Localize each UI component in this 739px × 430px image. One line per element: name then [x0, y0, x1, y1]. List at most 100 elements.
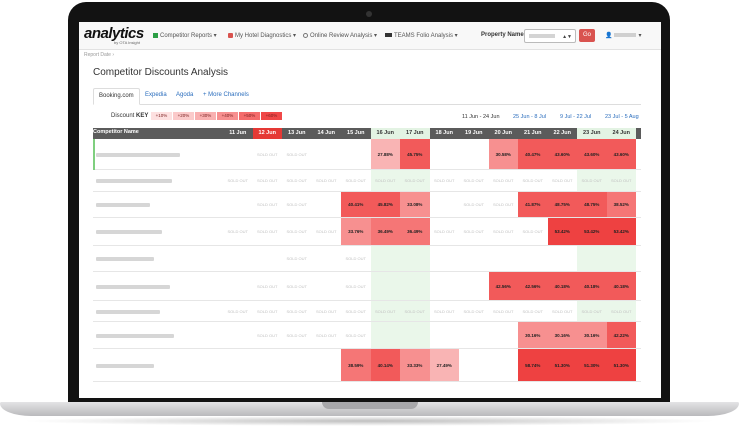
active-row-marker [93, 139, 95, 170]
heart-monitor-icon [228, 32, 233, 38]
competitor-name-blurred[interactable] [96, 363, 154, 368]
day-header: 22 Jun [547, 128, 577, 139]
breadcrumb[interactable]: Report Date › [84, 52, 115, 58]
camera-icon [366, 11, 372, 17]
date-range-3[interactable]: 9 Jul - 22 Jul [560, 114, 592, 120]
sold-out-cell: SOLD OUT [404, 308, 425, 314]
sold-out-cell: SOLD OUT [345, 283, 366, 289]
sold-out-cell: SOLD OUT [286, 283, 307, 289]
discount-cell: 30.58% [488, 139, 518, 169]
sold-out-cell: SOLD OUT [463, 308, 484, 314]
tab-agoda[interactable]: Agoda [176, 92, 194, 98]
competitor-name-blurred[interactable] [96, 179, 172, 183]
date-range-2[interactable]: 25 Jun - 8 Jul [513, 114, 547, 120]
sold-out-cell: SOLD OUT [611, 178, 632, 183]
discount-cell: 33.08% [400, 192, 430, 217]
discount-cell: 51.30% [547, 349, 577, 381]
day-header: 23 Jun [577, 128, 607, 139]
laptop-shadow [20, 416, 719, 426]
property-label: Property Name: [481, 32, 526, 38]
nav-label: My Hotel Diagnostics ▾ [235, 33, 297, 39]
day-header: 20 Jun [488, 128, 518, 139]
sold-out-cell: SOLD OUT [493, 202, 514, 207]
sold-out-cell: SOLD OUT [404, 178, 425, 183]
sold-out-cell: SOLD OUT [345, 308, 366, 314]
tab-more-channels[interactable]: + More Channels [203, 92, 249, 98]
sold-out-cell: SOLD OUT [581, 178, 602, 183]
app-logo[interactable]: analytics [84, 25, 144, 42]
row-divider [93, 245, 641, 246]
date-range-1[interactable]: 11 Jun - 24 Jun [462, 114, 500, 120]
user-name-blurred [614, 33, 637, 38]
discount-cell: 42.56% [518, 272, 548, 300]
row-divider [93, 169, 641, 170]
key-level-10: +10% [151, 112, 172, 120]
discount-cell: 30.16% [518, 322, 548, 348]
sold-out-cell: SOLD OUT [552, 308, 573, 314]
nav-my-hotel-diagnostics[interactable]: My Hotel Diagnostics ▾ [228, 32, 296, 39]
sold-out-cell: SOLD OUT [286, 151, 307, 157]
tab-booking[interactable]: Booking.com [93, 88, 140, 105]
row-divider [93, 300, 641, 301]
competitor-name-header: Competitor Name [93, 129, 139, 135]
sold-out-cell: SOLD OUT [522, 229, 543, 234]
sold-out-cell: SOLD OUT [611, 308, 632, 314]
discount-cell: 36.49% [370, 218, 400, 245]
sold-out-cell: SOLD OUT [493, 178, 514, 183]
sold-out-cell: SOLD OUT [493, 229, 514, 234]
day-header: 13 Jun [282, 128, 312, 139]
row-divider [93, 321, 641, 322]
user-menu[interactable]: 👤 ▾ [605, 32, 642, 39]
card-icon [385, 33, 392, 38]
sold-out-cell: SOLD OUT [257, 229, 278, 234]
sold-out-cell: SOLD OUT [375, 308, 396, 314]
competitor-name-blurred[interactable] [96, 203, 150, 207]
top-navbar: analytics by OTA Insight Competitor Repo… [79, 22, 661, 50]
discount-cell: 43.60% [606, 139, 636, 169]
property-value-blurred [529, 34, 555, 38]
weekend-column [400, 139, 430, 382]
sold-out-cell: SOLD OUT [286, 332, 307, 338]
key-level-50: +50% [239, 112, 260, 120]
date-range-4[interactable]: 23 Jul - 5 Aug [605, 114, 639, 120]
discount-cell: 53.42% [606, 218, 636, 245]
sold-out-cell: SOLD OUT [257, 178, 278, 183]
day-header: 12 Jun [252, 128, 282, 139]
day-header: 17 Jun [400, 128, 430, 139]
sold-out-cell: SOLD OUT [286, 256, 307, 261]
discount-cell: 27.88% [370, 139, 400, 169]
sold-out-cell: SOLD OUT [316, 229, 337, 234]
sold-out-cell: SOLD OUT [434, 229, 455, 234]
sold-out-cell: SOLD OUT [257, 151, 278, 157]
competitor-name-blurred[interactable] [96, 257, 154, 261]
sold-out-cell: SOLD OUT [581, 308, 602, 314]
discount-cell: 42.22% [606, 322, 636, 348]
nav-online-review-analysis[interactable]: Online Review Analysis ▾ [303, 32, 377, 39]
competitor-name-blurred[interactable] [96, 333, 174, 338]
discount-cell: 48.75% [577, 192, 607, 217]
key-level-60: +60% [261, 112, 282, 120]
nav-competitor-reports[interactable]: Competitor Reports ▾ [153, 32, 217, 39]
day-header: 19 Jun [459, 128, 489, 139]
sold-out-cell: SOLD OUT [552, 178, 573, 183]
go-button[interactable]: Go [579, 29, 595, 42]
sold-out-cell: SOLD OUT [227, 308, 248, 314]
day-header: 24 Jun [606, 128, 636, 139]
speech-bubble-icon [303, 32, 308, 38]
discount-cell: 43.60% [547, 139, 577, 169]
day-header: 14 Jun [311, 128, 341, 139]
competitor-name-blurred[interactable] [96, 309, 160, 314]
row-divider [93, 217, 641, 218]
screen: analytics by OTA Insight Competitor Repo… [79, 22, 661, 398]
sold-out-cell: SOLD OUT [286, 178, 307, 183]
chevron-down-icon: ▾ [638, 33, 642, 39]
tab-expedia[interactable]: Expedia [145, 92, 167, 98]
discount-key-bold: KEY [136, 113, 149, 119]
competitor-name-blurred[interactable] [96, 284, 170, 289]
competitor-name-blurred[interactable] [96, 152, 180, 157]
app-logo-subtitle: by OTA Insight [114, 40, 140, 45]
competitor-name-blurred[interactable] [96, 230, 162, 234]
nav-teams-folio-analysis[interactable]: TEAMS Folio Analysis ▾ [385, 32, 458, 39]
property-select[interactable]: ▲▼ [524, 29, 576, 43]
day-header: 16 Jun [370, 128, 400, 139]
